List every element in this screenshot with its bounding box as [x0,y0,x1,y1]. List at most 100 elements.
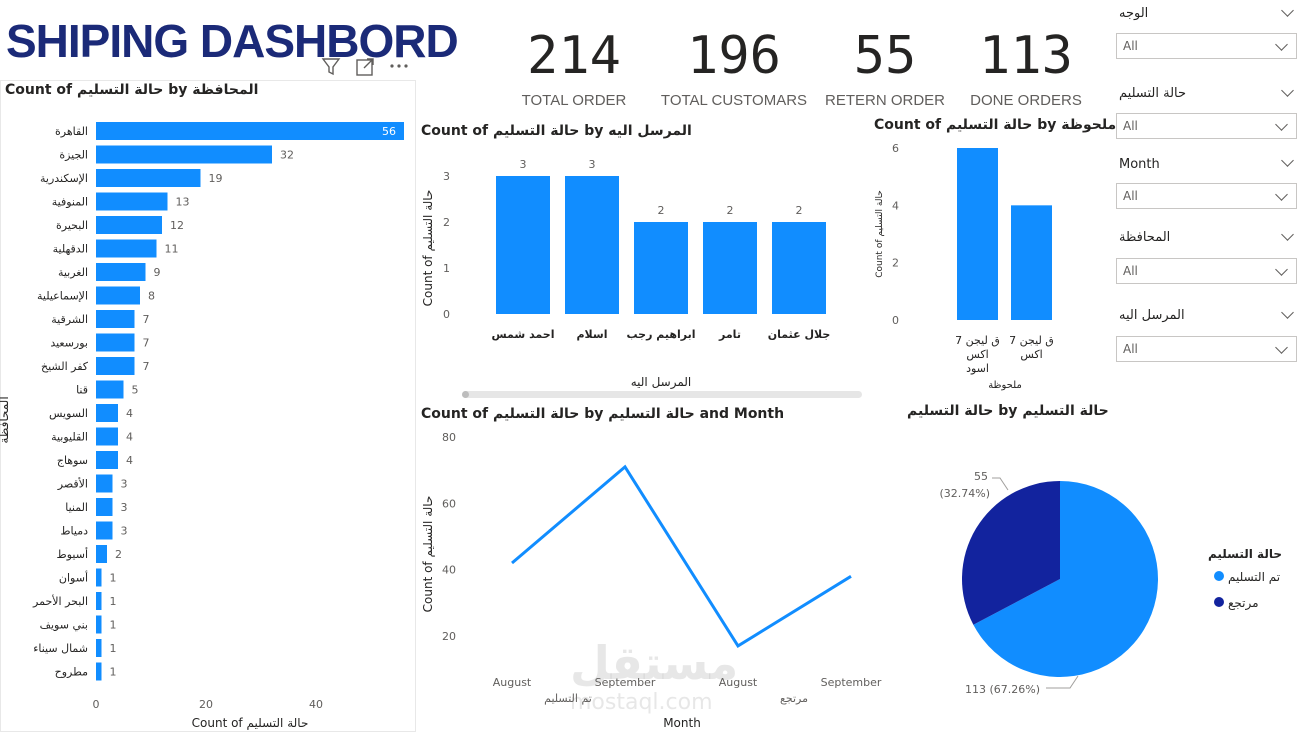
scrollbar-thumb[interactable] [462,391,469,398]
kpi-total-customers-value: 196 [687,26,781,86]
pie-data-label: 113 (67.26%) [965,683,1040,696]
recipient-bar[interactable] [565,176,619,314]
line-x-tick-label: September [821,676,882,689]
province-chart-title: Count of حالة التسليم by المحافظة [5,82,259,98]
horizontal-scrollbar[interactable] [462,391,862,398]
province-category-label: الإسماعيلية [37,290,88,303]
province-bar[interactable] [96,521,113,540]
province-category-label: أسوان [59,571,88,585]
chevron-down-icon[interactable] [1281,84,1294,97]
pie-legend-marker[interactable] [1214,597,1224,607]
recipient-bar-chart[interactable]: 0 1 2 3 Count of حالة التسليم 3 احمد شمس 3 اسلام… [418,140,868,400]
province-bar-chart-visual[interactable] [0,80,416,732]
note-y-axis-title: Count of حالة التسليم [875,190,885,278]
slicer-value: All [1123,342,1138,356]
slicer-dropdown-delivery-status[interactable]: All [1116,113,1297,139]
kpi-total-order-value: 214 [527,26,621,86]
province-bar[interactable] [96,662,102,681]
province-category-label: السويس [49,407,88,420]
province-bar[interactable] [96,498,113,516]
province-category-label: المنيا [65,501,88,514]
slicer-dropdown-month[interactable]: All [1116,183,1297,209]
more-options-icon[interactable] [390,64,408,68]
province-bar[interactable] [96,263,146,281]
chevron-down-icon[interactable] [1281,228,1294,241]
province-bar[interactable] [96,615,102,634]
province-bar[interactable] [96,592,102,610]
province-bar[interactable] [96,451,118,469]
line-y-tick-label: 40 [442,564,456,577]
province-bar[interactable] [96,239,157,258]
province-bar[interactable] [96,169,201,187]
slicer-dropdown-face[interactable]: All [1116,33,1297,59]
province-data-label: 4 [126,454,133,467]
note-category-label: ق ليجن 7 [1009,334,1054,347]
pie-data-label: 55 [974,470,988,483]
line-series[interactable] [511,464,852,649]
kpi-done-orders-label: DONE ORDERS [970,92,1082,109]
slicer-label-province: المحافظة [1119,230,1171,245]
province-bar[interactable] [96,380,124,399]
recipient-category-label: احمد شمس [492,328,555,341]
note-chart-title: Count of حالة التسليم by ملحوظة [874,117,1117,133]
pie-legend-marker[interactable] [1214,571,1224,581]
province-bar[interactable] [96,568,102,587]
province-x-axis-title: Count of حالة التسليم [192,716,309,730]
province-data-label: 1 [110,619,117,632]
province-bar[interactable] [96,122,404,140]
slicer-label-month: Month [1119,157,1160,172]
province-category-label: دمياط [60,525,88,538]
chevron-down-icon [1275,341,1288,354]
line-y-axis-title: Count of حالة التسليم [421,496,435,613]
kpi-total-customers-label: TOTAL CUSTOMARS [660,92,808,109]
note-category-label: اكس [966,348,988,361]
slicer-dropdown-recipient[interactable]: All [1116,336,1297,362]
province-bar[interactable] [96,192,168,211]
recipient-bar[interactable] [634,222,688,314]
province-bar[interactable] [96,639,102,657]
note-bar[interactable] [957,148,998,320]
chevron-down-icon[interactable] [1281,306,1294,319]
recipient-y-tick-label: 2 [443,216,450,229]
chevron-down-icon[interactable] [1281,154,1294,167]
province-category-label: الدقهلية [53,243,88,256]
pie-leader-line[interactable] [1046,675,1079,689]
province-data-label: 4 [126,431,133,444]
province-data-label: 1 [110,595,117,608]
slicer-label-delivery-status: حالة التسليم [1119,86,1187,101]
province-bar[interactable] [96,333,135,352]
recipient-y-tick-label: 3 [443,170,450,183]
province-data-label: 2 [115,548,122,561]
recipient-bar[interactable] [496,176,550,314]
slicer-value: All [1123,39,1138,53]
slicer-dropdown-province[interactable]: All [1116,258,1297,284]
province-bar[interactable] [96,404,118,422]
recipient-bar[interactable] [703,222,757,314]
line-y-tick-label: 60 [442,497,456,510]
province-bar[interactable] [96,145,272,164]
pie-slice[interactable] [973,481,1158,677]
filter-icon[interactable] [321,58,341,76]
pie-leader-line[interactable] [992,477,1009,491]
recipient-y-tick-label: 1 [443,262,450,275]
province-bar[interactable] [96,545,107,563]
pie-slice[interactable] [962,481,1060,625]
note-y-tick-label: 6 [892,142,899,155]
slicer-value: All [1123,119,1138,133]
province-bar[interactable] [96,427,118,446]
note-category-label: اسود [966,362,989,375]
province-bar[interactable] [96,310,135,328]
focus-mode-icon[interactable] [356,58,374,76]
note-bar[interactable] [1011,205,1052,320]
status-pie-chart[interactable]: 55 (32.74%) 113 (67.26%) حالة التسليم تم الت… [900,422,1308,712]
chevron-down-icon[interactable] [1281,4,1294,17]
recipient-bar[interactable] [772,222,826,314]
month-line-chart[interactable]: 20 40 60 80 Count of حالة التسليم August Septe… [418,424,898,732]
province-data-label: 1 [110,642,117,655]
recipient-y-axis-title: Count of حالة التسليم [421,190,435,307]
province-bar[interactable] [96,357,135,375]
province-bar[interactable] [96,286,140,305]
province-bar[interactable] [96,474,113,493]
province-bar[interactable] [96,216,162,234]
